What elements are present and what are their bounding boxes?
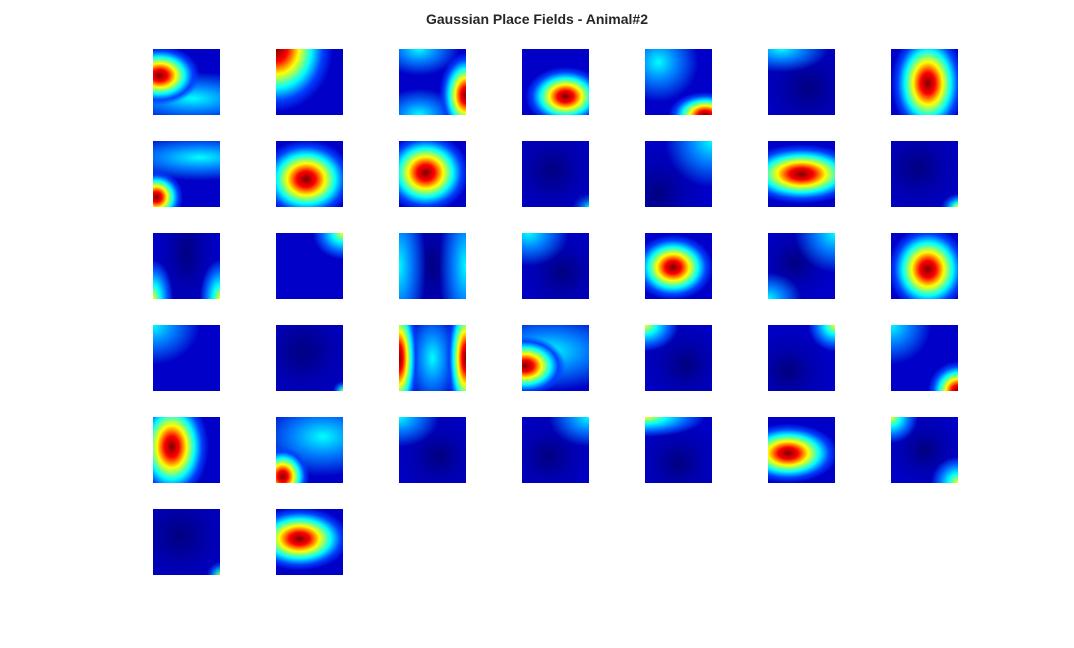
- place-field-panel: [768, 325, 835, 391]
- place-field-panel: [891, 417, 958, 483]
- place-field-panel: [522, 141, 589, 207]
- place-field-panel: [645, 233, 712, 299]
- chart-title: Gaussian Place Fields - Animal#2: [425, 11, 649, 27]
- place-field-panel: [645, 325, 712, 391]
- place-field-panel: [153, 233, 220, 299]
- place-field-panel: [522, 325, 589, 391]
- place-field-panel: [891, 233, 958, 299]
- place-field-panel: [522, 233, 589, 299]
- place-field-panel: [153, 49, 220, 115]
- place-field-panel: [153, 141, 220, 207]
- place-field-panel: [276, 417, 343, 483]
- place-field-panel: [399, 49, 466, 115]
- place-field-panel: [153, 325, 220, 391]
- place-field-panel: [768, 141, 835, 207]
- place-field-panel: [768, 417, 835, 483]
- place-field-panel: [645, 141, 712, 207]
- place-field-panel: [276, 325, 343, 391]
- place-field-panel: [645, 417, 712, 483]
- place-field-panel: [768, 49, 835, 115]
- place-field-panel: [153, 417, 220, 483]
- place-field-panel: [522, 417, 589, 483]
- place-field-panel: [399, 417, 466, 483]
- place-field-panel: [399, 233, 466, 299]
- place-field-panel: [522, 49, 589, 115]
- place-field-panel: [645, 49, 712, 115]
- place-field-panel: [276, 233, 343, 299]
- place-field-panel: [399, 325, 466, 391]
- place-field-panel: [399, 141, 466, 207]
- place-field-panel: [276, 141, 343, 207]
- place-field-panel: [153, 509, 220, 575]
- place-field-panel: [891, 49, 958, 115]
- place-field-panel: [891, 141, 958, 207]
- place-field-panel: [891, 325, 958, 391]
- place-field-panel: [276, 509, 343, 575]
- place-field-panel: [276, 49, 343, 115]
- place-field-panel: [768, 233, 835, 299]
